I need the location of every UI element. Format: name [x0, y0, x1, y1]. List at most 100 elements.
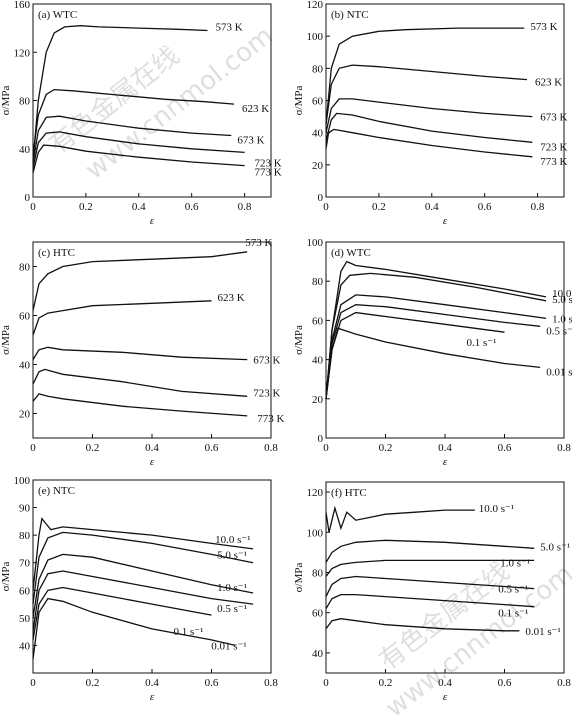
y-tick-label: 60: [312, 608, 324, 620]
series-line: [32, 517, 254, 591]
series-label: 573 K: [216, 22, 243, 34]
series-line: [32, 251, 248, 311]
y-tick-label: 80: [19, 530, 31, 542]
series-line: [32, 346, 248, 361]
series-label: 5.0 s⁻¹: [552, 294, 572, 306]
x-tick-label: 0.2: [379, 677, 393, 689]
series-label: 0.5 s⁻¹: [546, 325, 572, 337]
x-tick-label: 0.6: [205, 442, 219, 454]
series-line: [32, 531, 254, 605]
y-tick-label: 90: [19, 503, 31, 515]
series-line: [325, 575, 535, 597]
x-tick-label: 0.8: [557, 442, 571, 454]
x-tick-label: 0.8: [557, 677, 571, 689]
series-label: 623 K: [242, 103, 269, 115]
chart-panel-3: 0 0.2 0.4 0.6 0.8 20 40 60 80 ε σ/MPa (c) HTC 573 K 6…: [0, 237, 284, 468]
plot-frame: [325, 241, 565, 439]
series-line: [32, 586, 212, 641]
y-tick-label: 120: [14, 47, 31, 59]
x-tick-label: 0.2: [86, 677, 100, 689]
y-tick-label: 0: [318, 192, 324, 204]
series-line: [325, 272, 547, 399]
series-line: [325, 311, 505, 399]
x-tick-label: 0.4: [438, 442, 452, 454]
y-tick-label: 40: [312, 355, 324, 367]
series-line: [325, 260, 547, 399]
series-label: 0.1 s⁻¹: [498, 608, 528, 620]
x-tick-label: 0: [323, 201, 329, 213]
series-line: [32, 25, 208, 161]
series-line: [325, 294, 547, 399]
y-axis-title: σ/MPa: [0, 562, 12, 592]
series-line: [32, 144, 245, 174]
panel-label: (b) NTC: [331, 9, 369, 21]
chart-panel-5: 0 0.2 0.4 0.6 0.8 40 50 60 70 80 90 100 ε σ/MPa (e) NT…: [0, 475, 278, 703]
y-tick-label: 60: [19, 311, 31, 323]
series-label: 10.0 s⁻¹: [215, 534, 250, 546]
x-tick-label: 0.6: [185, 201, 199, 213]
series-line: [325, 128, 533, 158]
series-label: 773 K: [257, 413, 284, 425]
y-axis-title: σ/MPa: [0, 86, 12, 116]
y-tick-label: 60: [19, 585, 31, 597]
y-tick-label: 160: [14, 0, 31, 11]
series-label: 573 K: [245, 237, 272, 249]
x-axis-title: ε: [150, 691, 155, 703]
series-line: [32, 553, 254, 618]
y-tick-label: 0: [25, 192, 31, 204]
x-axis-title: ε: [150, 456, 155, 468]
series-label: 723 K: [540, 141, 567, 153]
series-line: [32, 131, 245, 169]
y-tick-label: 80: [19, 262, 31, 274]
x-tick-label: 0: [323, 442, 329, 454]
series-label: 5.0 s⁻¹: [217, 550, 247, 562]
series-label: 623 K: [218, 292, 245, 304]
y-tick-label: 100: [307, 31, 324, 43]
series-label: 673 K: [540, 112, 567, 124]
y-tick-label: 40: [19, 640, 31, 652]
x-axis-title: ε: [150, 215, 155, 227]
chart-panel-4: 0 0.2 0.4 0.6 0.8 0 20 40 60 80 100 ε σ/MPa (d) WTC 10…: [293, 237, 572, 468]
series-line: [325, 559, 535, 577]
y-tick-label: 40: [312, 648, 324, 660]
series-label: 0.01 s⁻¹: [546, 366, 572, 378]
y-tick-label: 100: [307, 527, 324, 539]
series-line: [325, 618, 520, 632]
series-label: 0.01 s⁻¹: [211, 640, 246, 652]
x-tick-label: 0: [30, 201, 36, 213]
x-tick-label: 0.8: [264, 442, 278, 454]
y-tick-label: 70: [19, 558, 31, 570]
y-tick-label: 80: [19, 96, 31, 108]
y-axis-title: σ/MPa: [293, 563, 305, 593]
series-label: 10.0 s⁻¹: [552, 288, 572, 300]
x-tick-label: 0.8: [238, 201, 252, 213]
x-tick-label: 0.2: [79, 201, 93, 213]
y-tick-label: 20: [312, 160, 324, 172]
series-line: [32, 88, 235, 155]
chart-panel-1: 0 0.2 0.4 0.6 0.8 0 40 80 120 160 ε σ/MPa (a) WTC 573…: [0, 0, 282, 227]
series-label: 723 K: [255, 157, 282, 169]
panel-label: (e) NTC: [38, 485, 75, 497]
series-label: 0.01 s⁻¹: [525, 626, 560, 638]
x-tick-label: 0.4: [145, 677, 159, 689]
y-tick-label: 100: [307, 237, 324, 249]
y-tick-label: 40: [19, 360, 31, 372]
y-tick-label: 120: [307, 0, 324, 11]
series-line: [325, 64, 528, 125]
x-tick-label: 0: [323, 677, 329, 689]
series-label: 773 K: [540, 156, 567, 168]
x-tick-label: 0.2: [379, 442, 393, 454]
series-line: [325, 98, 533, 133]
x-tick-label: 0.2: [86, 442, 100, 454]
panel-label: (c) HTC: [38, 247, 75, 259]
x-tick-label: 0.6: [205, 677, 219, 689]
series-line: [32, 597, 236, 660]
series-label: 773 K: [255, 167, 282, 179]
y-tick-label: 20: [312, 394, 324, 406]
series-line: [32, 300, 212, 336]
series-line: [325, 304, 541, 399]
series-label: 0.5 s⁻¹: [217, 603, 247, 615]
series-line: [325, 327, 541, 399]
series-line: [325, 112, 533, 143]
series-line: [32, 393, 248, 417]
